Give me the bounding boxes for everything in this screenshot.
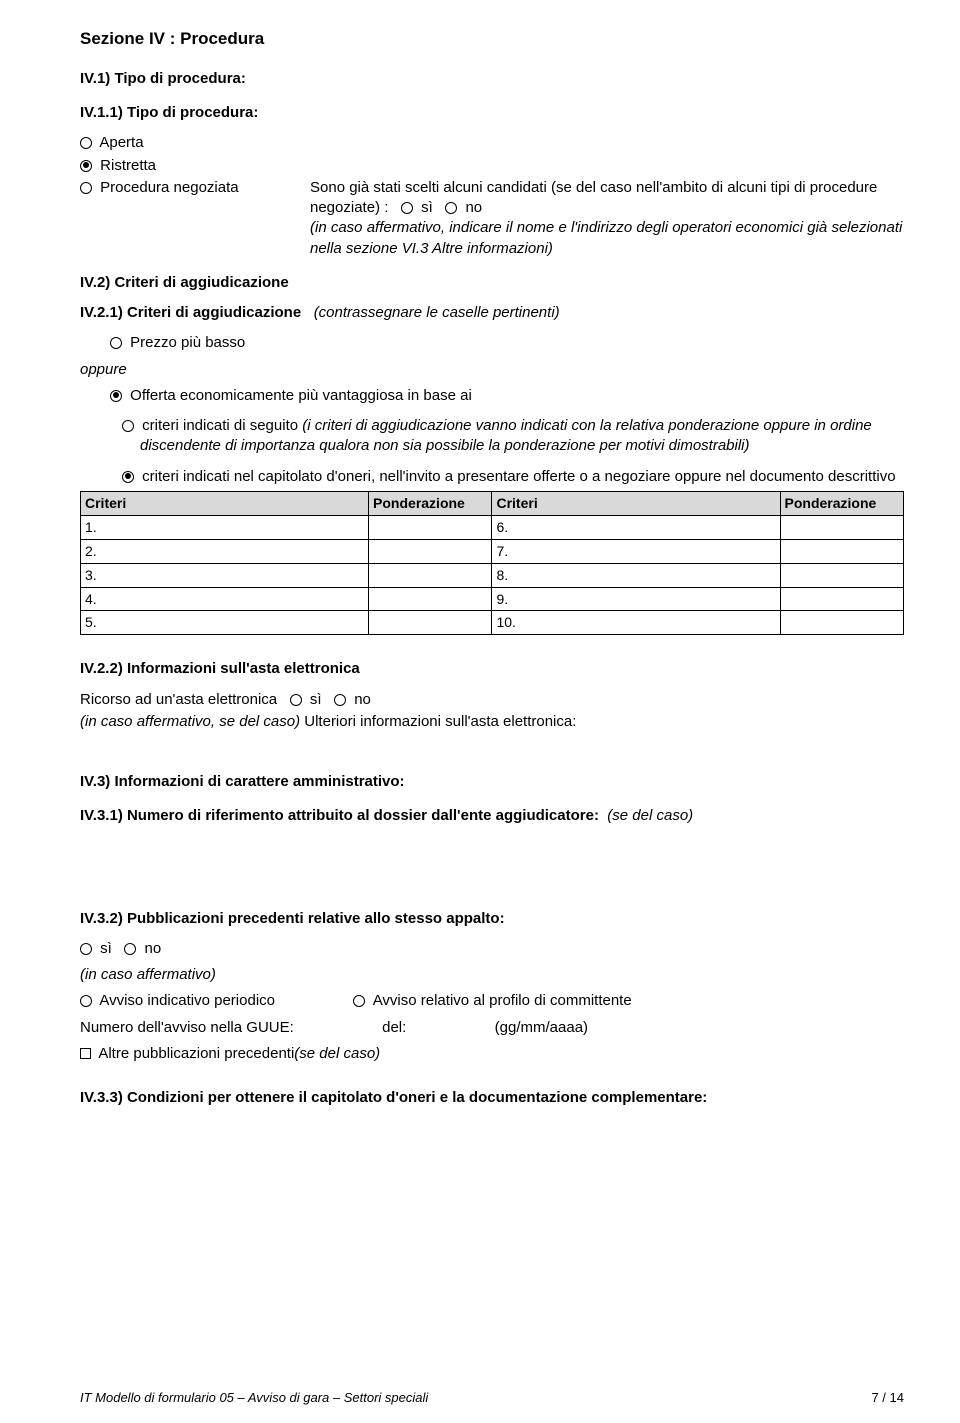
table-row: 1. bbox=[81, 515, 369, 539]
label-ristretta: Ristretta bbox=[100, 157, 156, 174]
table-cell bbox=[780, 539, 903, 563]
aff-label: (in caso affermativo) bbox=[80, 965, 904, 985]
radio-asta-si[interactable] bbox=[290, 694, 302, 706]
oppure-label: oppure bbox=[80, 360, 904, 380]
iv2-heading: IV.2) Criteri di aggiudicazione bbox=[80, 273, 904, 293]
radio-iv32-no[interactable] bbox=[124, 943, 136, 955]
negoziata-desc: Sono già stati scelti alcuni candidati (… bbox=[310, 179, 877, 216]
iv21-prefix: IV.2.1) Criteri di aggiudicazione bbox=[80, 304, 301, 321]
altre-pub-suffix: (se del caso) bbox=[294, 1045, 380, 1062]
radio-ristretta[interactable] bbox=[80, 160, 92, 172]
table-cell bbox=[369, 611, 492, 635]
iv3-heading: IV.3) Informazioni di carattere amminist… bbox=[80, 772, 904, 792]
asta-note: (in caso affermativo, se del caso) bbox=[80, 713, 304, 730]
label-prezzo-basso: Prezzo più basso bbox=[130, 334, 245, 351]
iv22-heading: IV.2.2) Informazioni sull'asta elettroni… bbox=[80, 659, 904, 679]
radio-aperta[interactable] bbox=[80, 137, 92, 149]
label-iv32-no: no bbox=[145, 940, 162, 957]
table-cell bbox=[369, 539, 492, 563]
footer-page: 7 / 14 bbox=[871, 1389, 904, 1407]
table-row: 3. bbox=[81, 563, 369, 587]
table-cell bbox=[369, 587, 492, 611]
section-title: Sezione IV : Procedura bbox=[80, 28, 904, 51]
radio-criteri-seguito[interactable] bbox=[122, 420, 134, 432]
asta-line: Ricorso ad un'asta elettronica bbox=[80, 691, 277, 708]
iv32-heading: IV.3.2) Pubblicazioni precedenti relativ… bbox=[80, 909, 904, 929]
radio-criteri-capitolato[interactable] bbox=[122, 471, 134, 483]
label-avviso-profilo: Avviso relativo al profilo di committent… bbox=[373, 992, 632, 1009]
ggmmaaaa: (gg/mm/aaaa) bbox=[495, 1019, 588, 1036]
criteri-seguito-prefix: criteri indicati di seguito bbox=[142, 417, 298, 434]
radio-avviso-profilo[interactable] bbox=[353, 995, 365, 1007]
radio-avviso-periodico[interactable] bbox=[80, 995, 92, 1007]
label-iv32-si: sì bbox=[100, 940, 112, 957]
numero-guue: Numero dell'avviso nella GUUE: bbox=[80, 1019, 294, 1036]
radio-prezzo-basso[interactable] bbox=[110, 337, 122, 349]
table-cell bbox=[780, 611, 903, 635]
table-cell bbox=[780, 515, 903, 539]
table-cell bbox=[369, 563, 492, 587]
th-pond-2: Ponderazione bbox=[780, 491, 903, 515]
table-row: 8. bbox=[492, 563, 780, 587]
del-label: del: bbox=[382, 1019, 406, 1036]
table-row: 4. bbox=[81, 587, 369, 611]
iv31-prefix: IV.3.1) Numero di riferimento attribuito… bbox=[80, 807, 599, 824]
label-avviso-periodico: Avviso indicativo periodico bbox=[99, 992, 275, 1009]
table-cell bbox=[369, 515, 492, 539]
label-asta-si: sì bbox=[310, 691, 322, 708]
th-pond-1: Ponderazione bbox=[369, 491, 492, 515]
table-cell bbox=[780, 587, 903, 611]
radio-iv32-si[interactable] bbox=[80, 943, 92, 955]
radio-offerta[interactable] bbox=[110, 390, 122, 402]
altre-pub: Altre pubblicazioni precedenti bbox=[98, 1045, 294, 1062]
radio-negoziata-no[interactable] bbox=[445, 202, 457, 214]
radio-negoziata[interactable] bbox=[80, 182, 92, 194]
label-negoziata: Procedura negoziata bbox=[100, 179, 238, 196]
table-row: 9. bbox=[492, 587, 780, 611]
label-si: sì bbox=[421, 199, 433, 216]
iv21-suffix: (contrassegnare le caselle pertinenti) bbox=[314, 304, 560, 321]
table-row: 10. bbox=[492, 611, 780, 635]
table-row: 2. bbox=[81, 539, 369, 563]
iv33-heading: IV.3.3) Condizioni per ottenere il capit… bbox=[80, 1088, 904, 1108]
criteri-capitolato: criteri indicati nel capitolato d'oneri,… bbox=[142, 468, 895, 485]
radio-asta-no[interactable] bbox=[334, 694, 346, 706]
iv31-suffix: (se del caso) bbox=[607, 807, 693, 824]
radio-negoziata-si[interactable] bbox=[401, 202, 413, 214]
th-criteri-1: Criteri bbox=[81, 491, 369, 515]
table-row: 7. bbox=[492, 539, 780, 563]
table-row: 6. bbox=[492, 515, 780, 539]
iv1-heading: IV.1) Tipo di procedura: bbox=[80, 69, 904, 89]
checkbox-altre-pub[interactable] bbox=[80, 1048, 91, 1059]
label-aperta: Aperta bbox=[99, 134, 143, 151]
iv11-heading: IV.1.1) Tipo di procedura: bbox=[80, 103, 904, 123]
label-offerta: Offerta economicamente più vantaggiosa i… bbox=[130, 387, 472, 404]
table-row: 5. bbox=[81, 611, 369, 635]
th-criteri-2: Criteri bbox=[492, 491, 780, 515]
negoziata-note: (in caso affermativo, indicare il nome e… bbox=[310, 218, 904, 259]
label-no: no bbox=[465, 199, 482, 216]
footer-left: IT Modello di formulario 05 – Avviso di … bbox=[80, 1389, 428, 1407]
table-cell bbox=[780, 563, 903, 587]
label-asta-no: no bbox=[354, 691, 371, 708]
criteri-table: Criteri Ponderazione Criteri Ponderazion… bbox=[80, 491, 904, 635]
asta-note-rest: Ulteriori informazioni sull'asta elettro… bbox=[304, 713, 576, 730]
